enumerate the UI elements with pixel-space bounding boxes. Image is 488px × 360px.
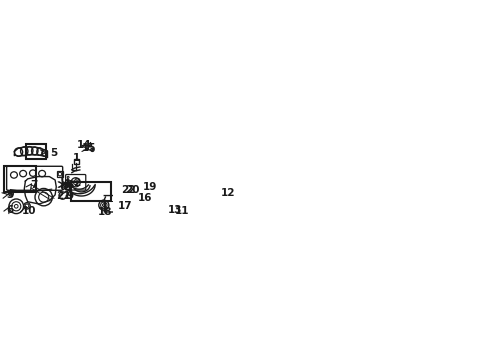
Circle shape [92, 149, 93, 150]
Text: 15: 15 [81, 143, 96, 153]
Text: 19: 19 [142, 182, 157, 192]
Bar [26, 144, 46, 159]
Text: 10: 10 [21, 206, 36, 216]
Text: 18: 18 [98, 207, 112, 217]
Bar [88, 143, 91, 146]
Text: 8: 8 [66, 180, 73, 190]
Text: 21: 21 [56, 191, 71, 201]
Text: 17: 17 [117, 201, 132, 211]
Text: 5: 5 [50, 148, 58, 158]
Text: 4: 4 [62, 179, 69, 189]
Text: 16: 16 [138, 193, 152, 203]
Text: 13: 13 [167, 205, 182, 215]
Text: 12: 12 [220, 188, 234, 198]
Text: 3: 3 [6, 190, 14, 200]
Bar [57, 171, 63, 177]
Text: 11: 11 [174, 206, 189, 216]
Bar [65, 182, 69, 189]
Text: 22: 22 [121, 185, 136, 195]
Text: 7: 7 [31, 180, 38, 190]
Bar [74, 159, 79, 164]
Text: 1: 1 [73, 153, 80, 163]
Text: 20: 20 [125, 185, 140, 195]
Text: 6: 6 [6, 205, 14, 215]
Bar [4, 166, 36, 192]
Text: 2: 2 [73, 179, 80, 188]
Bar [71, 182, 111, 201]
Text: 9: 9 [66, 190, 73, 201]
Text: 14: 14 [77, 140, 92, 149]
